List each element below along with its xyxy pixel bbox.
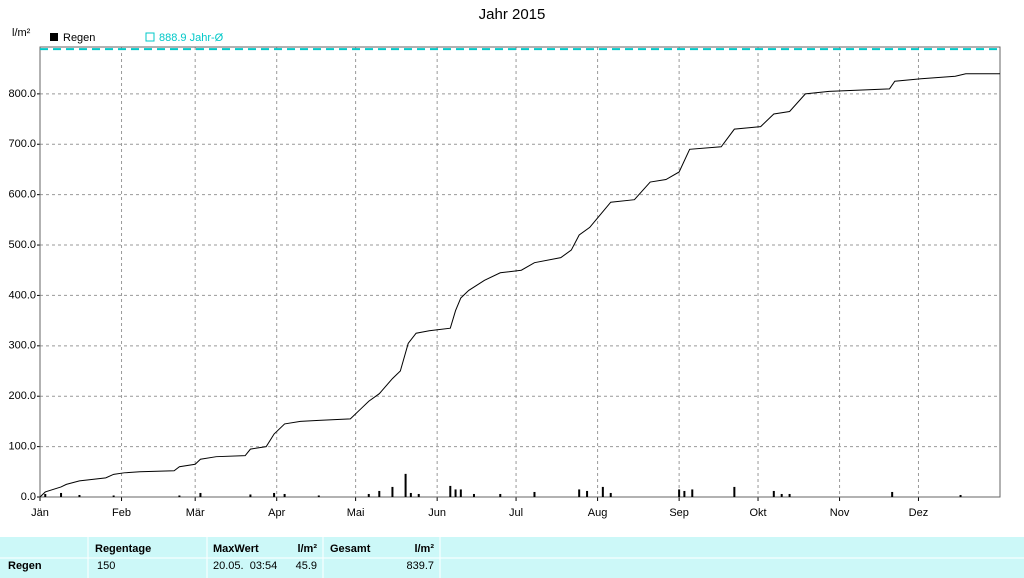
bar — [44, 493, 47, 497]
bar — [283, 493, 286, 497]
table-cell: 150 — [97, 560, 115, 572]
bar — [199, 492, 202, 497]
bar — [578, 489, 581, 497]
bar — [78, 494, 81, 497]
bar — [691, 489, 694, 497]
bar — [409, 492, 412, 497]
bar — [891, 491, 894, 497]
bar — [317, 495, 320, 497]
x-tick-label: Dez — [909, 507, 929, 519]
x-tick-label: Nov — [830, 507, 850, 519]
y-tick-label: 600.0 — [8, 189, 36, 201]
y-tick-label: 500.0 — [8, 239, 36, 251]
table-row-label: Regen — [8, 560, 42, 572]
table-cell: 839.7 — [406, 560, 434, 572]
table-header: Gesamt — [330, 543, 371, 555]
bar — [586, 490, 589, 497]
bar — [60, 492, 63, 497]
x-tick-label: Mär — [186, 507, 205, 519]
table-header: Regentage — [95, 543, 151, 555]
bar — [367, 493, 370, 497]
bar — [683, 490, 686, 497]
bar — [780, 493, 783, 497]
bar — [449, 485, 452, 497]
table-header: MaxWert — [213, 543, 259, 555]
x-tick-label: Jun — [428, 507, 446, 519]
table-header: l/m² — [414, 543, 434, 555]
bar — [249, 494, 252, 497]
bar — [533, 491, 536, 497]
bar — [959, 494, 962, 497]
y-tick-label: 100.0 — [8, 441, 36, 453]
bar — [733, 486, 736, 497]
bar — [454, 489, 457, 497]
y-tick-label: 800.0 — [8, 88, 36, 100]
x-tick-label: Aug — [588, 507, 608, 519]
y-tick-label: 700.0 — [8, 138, 36, 150]
legend-label: 888.9 Jahr-Ø — [159, 32, 224, 44]
bar — [499, 493, 502, 497]
x-tick-label: Jän — [31, 507, 49, 519]
x-tick-label: Mai — [347, 507, 365, 519]
bar — [772, 490, 775, 497]
y-axis-label: l/m² — [12, 27, 31, 39]
x-tick-label: Okt — [749, 507, 766, 519]
bar — [601, 486, 604, 497]
plot-frame — [39, 46, 1001, 498]
cumulative-line — [39, 73, 1000, 498]
bar — [788, 493, 791, 497]
legend-label: Regen — [63, 32, 95, 44]
bar — [178, 495, 181, 497]
table-cell: 20.05. 03:54 — [213, 560, 277, 572]
bar — [609, 492, 612, 497]
legend-swatch — [145, 32, 155, 42]
bar — [472, 493, 475, 497]
x-tick-label: Jul — [509, 507, 523, 519]
y-tick-label: 0.0 — [21, 491, 36, 503]
legend-swatch — [50, 33, 58, 41]
x-tick-label: Feb — [112, 507, 131, 519]
y-tick-label: 200.0 — [8, 390, 36, 402]
bar — [404, 473, 407, 497]
bar — [112, 495, 115, 497]
bar — [417, 493, 420, 497]
table-cell: 45.9 — [296, 560, 317, 572]
x-tick-label: Apr — [268, 507, 285, 519]
table-header: l/m² — [297, 543, 317, 555]
bar — [273, 492, 276, 497]
x-tick-label: Sep — [669, 507, 689, 519]
bar — [678, 489, 681, 497]
chart-title: Jahr 2015 — [479, 6, 546, 23]
bar — [378, 490, 381, 497]
bar — [459, 489, 462, 497]
bar — [391, 486, 394, 497]
y-tick-label: 400.0 — [8, 289, 36, 301]
y-tick-label: 300.0 — [8, 340, 36, 352]
